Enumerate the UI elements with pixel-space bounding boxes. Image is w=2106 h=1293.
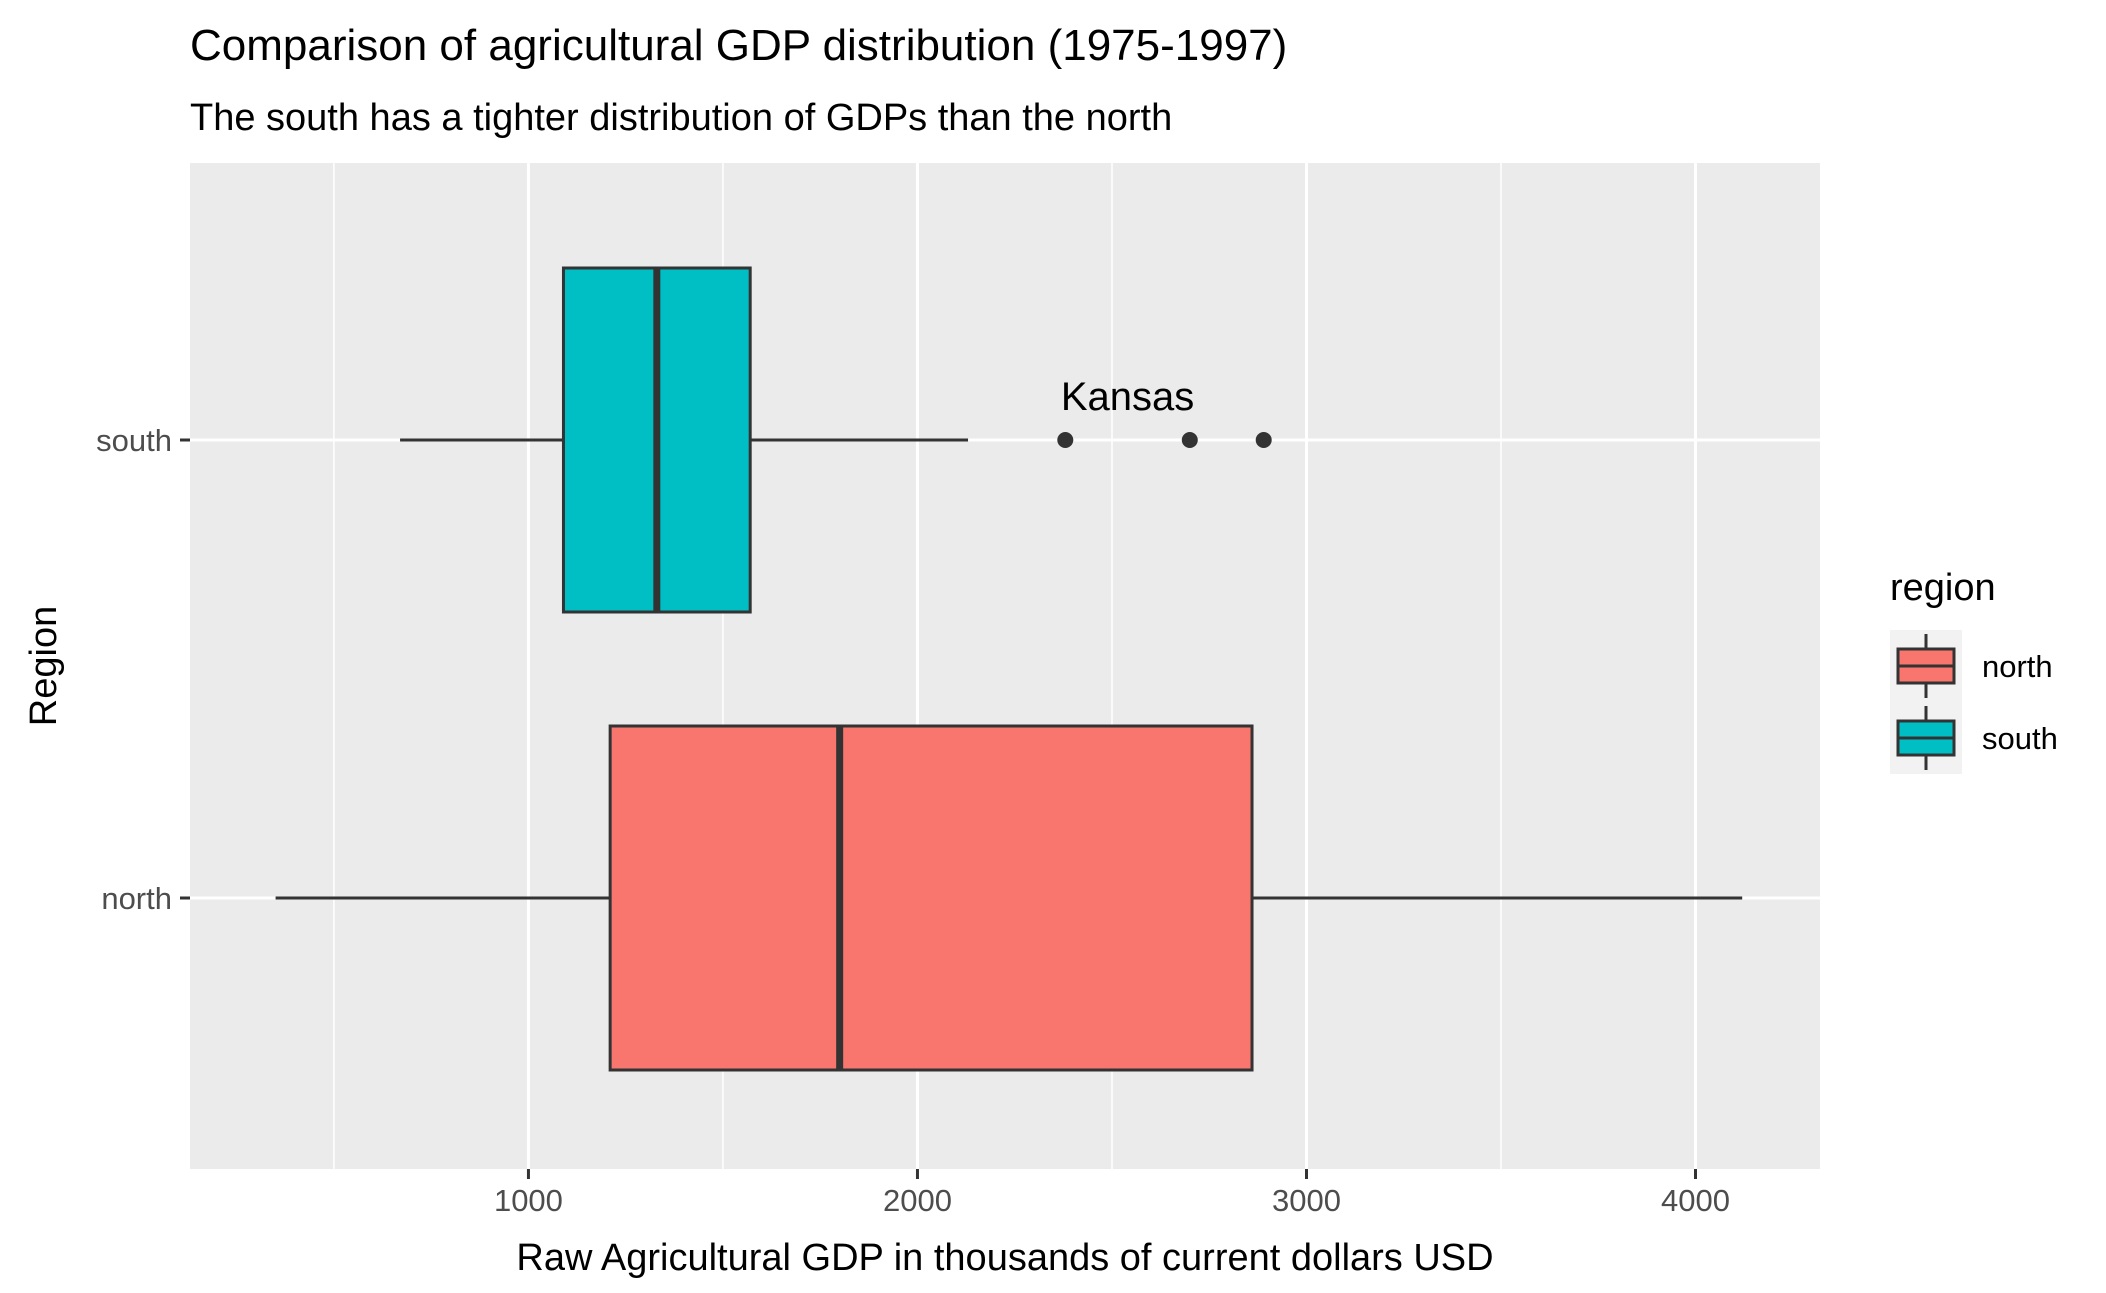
axis-ticks: 1000 2000 3000 4000 north south	[96, 423, 1730, 1218]
y-axis-title: Region	[23, 606, 65, 726]
legend-title: region	[1890, 567, 1996, 609]
y-tick-label: north	[101, 881, 172, 916]
x-axis-title: Raw Agricultural GDP in thousands of cur…	[516, 1237, 1493, 1279]
legend-item-north: north	[1890, 630, 2053, 702]
annotation-label: Kansas	[1061, 375, 1194, 419]
chart-title: Comparison of agricultural GDP distribut…	[190, 21, 1287, 70]
x-tick-label: 4000	[1661, 1183, 1730, 1218]
boxes: Kansas	[275, 266, 1743, 1072]
y-tick-label: south	[96, 423, 172, 458]
iqr-box	[608, 724, 1254, 1072]
box-south	[400, 266, 1272, 614]
chart-subtitle: The south has a tighter distribution of …	[190, 97, 1172, 139]
outlier-point	[1255, 432, 1272, 448]
legend: region north south	[1890, 567, 2058, 774]
box-north	[275, 724, 1743, 1072]
x-tick-label: 3000	[1272, 1183, 1341, 1218]
x-tick-label: 1000	[494, 1183, 563, 1218]
legend-label: north	[1982, 649, 2053, 684]
outlier-point	[1057, 432, 1074, 448]
x-tick-label: 2000	[883, 1183, 952, 1218]
outlier-point	[1181, 432, 1198, 448]
legend-label: south	[1982, 721, 2058, 756]
legend-item-south: south	[1890, 702, 2058, 774]
